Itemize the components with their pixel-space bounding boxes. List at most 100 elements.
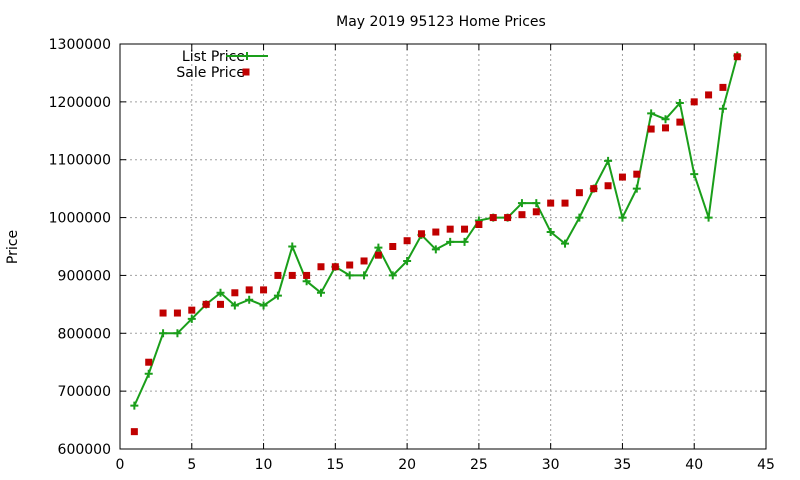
sale-price-point [690,98,698,106]
sale-price-point [389,243,397,250]
sale-price-point [317,263,325,271]
x-tick-label: 0 [116,457,125,473]
sale-price-point [374,251,382,259]
sale-price-point [346,261,354,269]
x-tick-label: 10 [255,457,273,473]
list-price-point [431,245,440,254]
list-price-point [374,243,383,252]
sale-price-point [489,214,497,222]
sale-price-point [245,286,253,294]
sale-price-point [561,199,569,207]
list-price-point [388,271,397,280]
sale-price-point [633,170,641,178]
x-tick-label: 30 [542,457,560,473]
x-tick-label: 45 [757,457,775,473]
list-price-point [546,228,555,237]
list-price-point [618,213,627,222]
y-axis-label: Price [5,230,21,264]
x-tick-label: 40 [685,457,703,473]
sale-price-point [145,358,153,366]
sale-price-point [705,91,713,99]
sale-price-point [604,182,612,190]
y-tick-label: 700000 [58,384,111,400]
x-tick-label: 20 [398,457,416,473]
list-price-point [345,271,354,280]
y-tick-label: 600000 [58,442,111,458]
list-price-point [187,314,196,323]
plot-frame [119,43,767,450]
list-price-point [173,329,182,338]
list-price-point [230,301,239,310]
sale-price-point [188,306,196,314]
list-price-point [532,199,541,208]
axis-ticks: 0 5 10 15 20 25 30 35 40 45 600000 700000 800000 9000… [49,37,775,473]
sale-price-point [676,118,684,126]
sale-price-point [719,83,727,91]
list-price-point [517,199,526,208]
y-tick-label: 800000 [58,326,111,342]
x-tick-label: 15 [326,457,344,473]
y-tick-label: 1100000 [49,153,111,169]
sale-price-point [202,300,210,308]
sale-price-point [360,257,368,265]
y-tick-label: 900000 [58,268,111,284]
sale-price-point [432,228,440,236]
list-price-point [360,271,369,280]
legend-square-marker [242,68,250,76]
sale-price-point [733,53,741,61]
sale-price-point [159,309,167,317]
y-tick-label: 1000000 [49,211,111,227]
sale-price-point [331,263,339,271]
x-tick-label: 35 [614,457,632,473]
sale-price-point [662,124,670,132]
legend-plus-marker [243,52,251,60]
list-price-point [675,99,684,108]
sale-price-point [575,189,583,197]
list-price-point [273,291,282,300]
legend-label: Sale Price [176,65,245,81]
sale-price-point [274,271,282,279]
series-layer [130,51,742,436]
legend-label: List Price [182,49,245,65]
sale-price-point [288,271,296,279]
sale-price-point [303,271,311,279]
list-price-point [604,156,613,165]
x-tick-label: 25 [470,457,488,473]
sale-price-point [504,214,512,222]
sale-price-point [647,125,655,133]
sale-price-point [173,309,181,317]
list-price-point [575,213,584,222]
sale-price-point [618,173,626,181]
list-price-point [704,213,713,222]
list-price-point [144,369,153,378]
list-price-point [216,288,225,297]
list-price-point [561,239,570,248]
sale-price-point [475,221,483,229]
list-price-point [632,184,641,193]
sale-price-point [260,286,268,294]
sale-price-point [518,211,526,219]
list-price-point [690,170,699,179]
list-price-point [259,301,268,310]
x-tick-label: 5 [187,457,196,473]
list-price-point [718,104,727,113]
list-price-point [460,237,469,246]
sale-price-point [417,230,425,238]
list-price-point [446,237,455,246]
list-price-point [661,115,670,124]
list-price-point [403,256,412,265]
y-tick-label: 1200000 [49,95,111,111]
list-price-point [647,109,656,118]
sale-price-point [446,225,454,233]
sale-price-point [461,225,469,233]
sale-price-point [216,300,224,308]
sale-price-point [547,199,555,207]
sale-price-point [532,208,540,216]
sale-price-point [130,428,138,436]
chart-title: May 2019 95123 Home Prices [336,14,546,30]
list-price-point [130,401,139,410]
sale-price-point [590,185,598,193]
list-price-point [159,329,168,338]
